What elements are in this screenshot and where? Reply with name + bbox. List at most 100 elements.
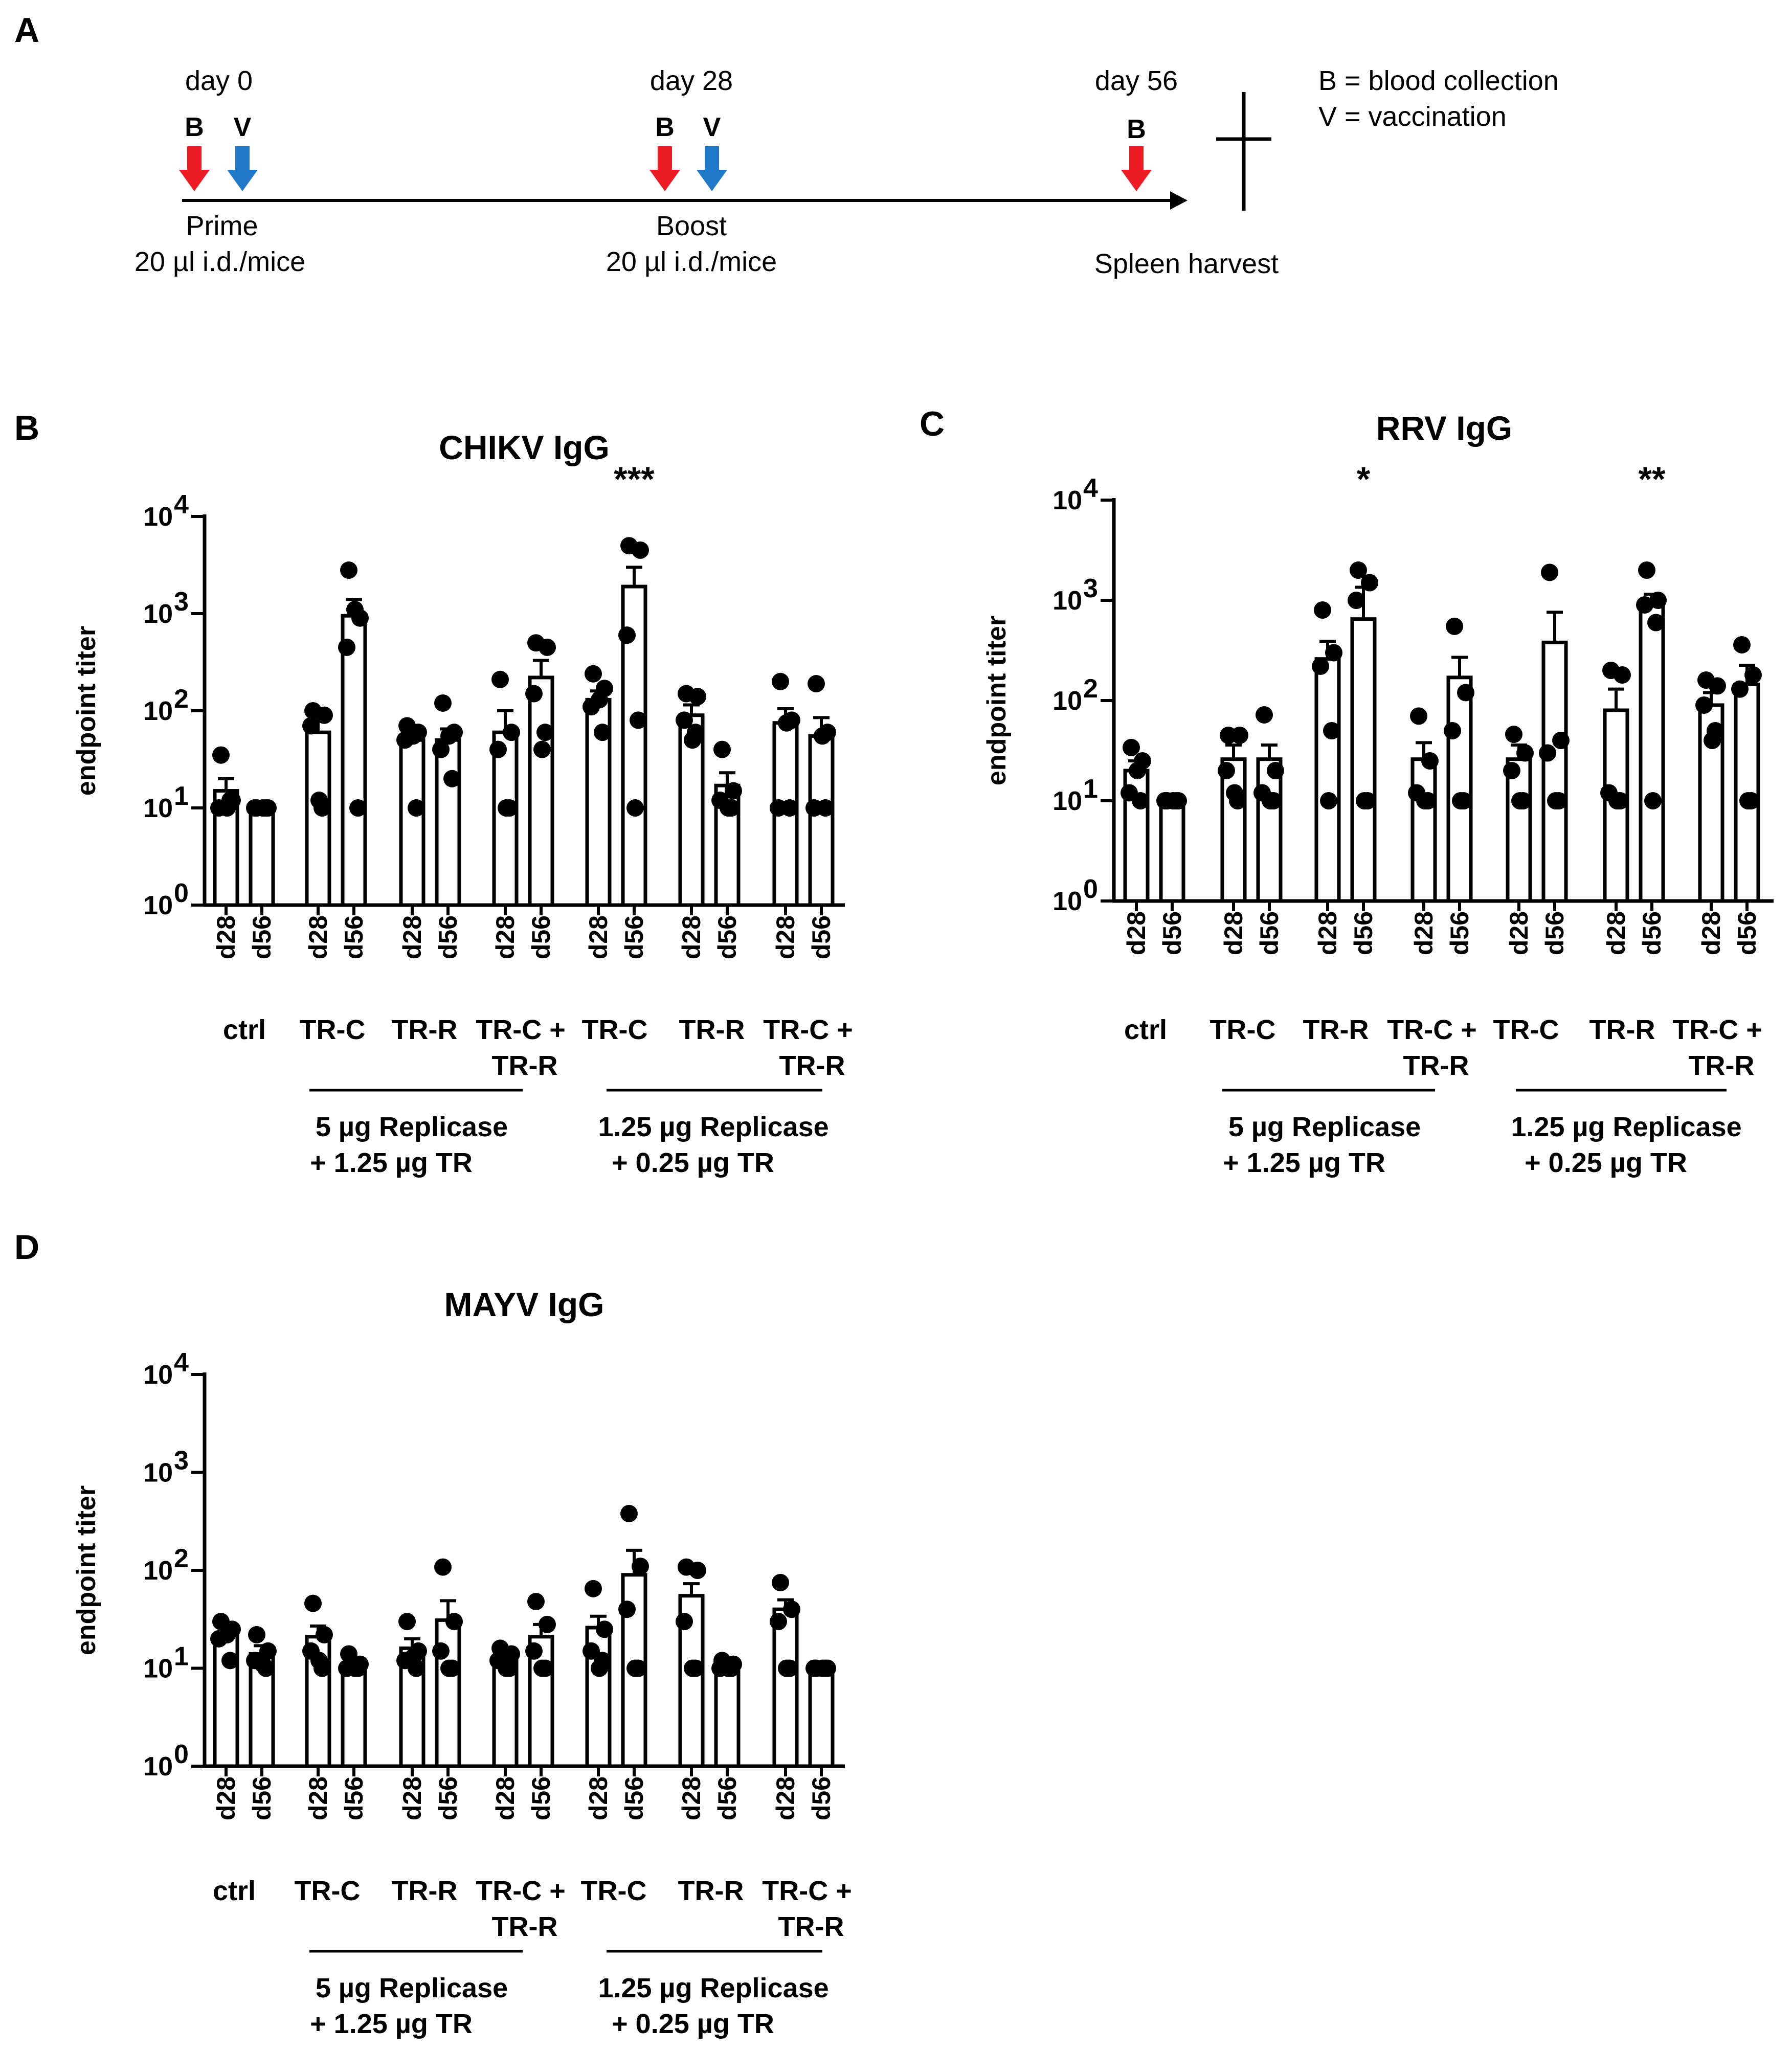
group-label: TR-C	[1210, 1015, 1276, 1045]
bar	[1639, 598, 1665, 903]
condition-label: + 1.25 µg TR	[310, 2009, 473, 2039]
data-point	[626, 1659, 644, 1677]
data-point	[1312, 657, 1329, 675]
y-tick-label: 10	[143, 1556, 173, 1586]
data-point	[1704, 731, 1721, 749]
data-point	[1505, 726, 1522, 743]
group-label: TR-R	[779, 1050, 845, 1081]
data-point	[408, 799, 425, 817]
data-point	[1503, 761, 1520, 779]
y-tick-label: 10	[143, 1654, 173, 1684]
condition-label: 5 µg Replicase	[1228, 1112, 1421, 1142]
y-tick-exponent: 3	[1083, 574, 1098, 603]
data-point	[316, 706, 333, 724]
data-point	[1361, 574, 1378, 592]
panel-label-b: B	[14, 409, 39, 447]
data-point	[713, 740, 731, 758]
data-point	[1231, 726, 1248, 744]
x-tick-label: d56	[1638, 911, 1666, 955]
data-point	[626, 799, 644, 817]
data-point	[720, 1659, 737, 1677]
bar	[1446, 675, 1473, 903]
y-tick-exponent: 0	[1083, 874, 1098, 904]
y-tick-exponent: 1	[1083, 774, 1098, 804]
x-tick-label: d28	[212, 1776, 240, 1820]
chart-title: CHIKV IgG	[439, 429, 610, 466]
bar	[1220, 757, 1247, 903]
data-point	[1410, 707, 1427, 725]
group-label: TR-R	[1403, 1050, 1469, 1081]
data-point	[1649, 592, 1667, 609]
group-label: TR-R	[492, 1911, 558, 1942]
blood-marker-label-0: B	[185, 112, 204, 142]
blood-arrow-icon	[1121, 146, 1152, 191]
x-tick-label: d28	[491, 915, 520, 959]
data-point	[491, 670, 509, 688]
y-tick-exponent: 2	[1083, 674, 1098, 704]
data-point	[1539, 744, 1556, 762]
x-tick-label: d28	[212, 915, 240, 959]
bar	[435, 1618, 461, 1768]
event-boost-detail: 20 µl i.d./mice	[606, 246, 777, 277]
bar	[808, 734, 835, 907]
x-tick-label: d56	[1540, 911, 1569, 955]
group-label: TR-C +	[1672, 1015, 1762, 1045]
x-tick-label: d28	[1602, 911, 1630, 955]
x-tick-label: d28	[584, 1776, 613, 1820]
data-point	[1647, 614, 1665, 632]
y-tick-label: 10	[1052, 686, 1082, 716]
data-point	[218, 799, 236, 817]
data-point	[1608, 792, 1626, 809]
y-tick-exponent: 1	[174, 781, 189, 811]
y-tick-exponent: 0	[174, 1740, 189, 1769]
x-tick-label: d56	[1445, 911, 1474, 955]
data-point	[304, 1594, 322, 1612]
x-tick-label: d56	[527, 1776, 555, 1820]
group-label: TR-R	[392, 1876, 458, 1906]
data-point	[254, 1655, 272, 1673]
y-tick-label: 10	[1052, 887, 1082, 916]
y-tick-exponent: 2	[174, 1544, 189, 1573]
condition-label: + 0.25 µg TR	[612, 2009, 774, 2039]
condition-label: 5 µg Replicase	[316, 1112, 508, 1142]
data-point	[814, 727, 831, 745]
y-tick-exponent: 3	[174, 587, 189, 617]
group-label: TR-C +	[476, 1876, 566, 1906]
y-tick-label: 10	[143, 1752, 173, 1782]
x-tick-label: d28	[677, 915, 706, 959]
data-point	[591, 691, 608, 709]
data-point	[443, 770, 461, 787]
data-point	[781, 799, 798, 817]
data-point	[1421, 752, 1439, 770]
data-point	[689, 688, 706, 706]
x-tick-label: d28	[1697, 911, 1726, 955]
x-tick-label: d56	[1733, 911, 1761, 955]
data-point	[434, 1558, 452, 1576]
data-point	[1256, 706, 1273, 724]
group-label: TR-R	[1303, 1015, 1369, 1045]
data-point	[632, 1558, 649, 1575]
data-point	[1457, 684, 1474, 702]
data-point	[489, 740, 507, 758]
data-point	[346, 601, 364, 619]
condition-label: + 1.25 µg TR	[1223, 1147, 1385, 1178]
data-point	[221, 1652, 239, 1670]
event-prime: Prime	[186, 211, 258, 241]
data-point	[778, 1659, 795, 1677]
data-point	[1739, 792, 1757, 809]
data-point	[1348, 592, 1365, 609]
data-point	[316, 1626, 333, 1643]
group-label: TR-C +	[1387, 1015, 1477, 1045]
group-label: TR-C +	[476, 1015, 566, 1045]
data-point	[212, 746, 230, 764]
data-point	[676, 711, 693, 729]
data-point	[498, 1659, 515, 1677]
data-point	[1452, 792, 1469, 809]
data-point	[1638, 561, 1655, 579]
data-point	[778, 714, 795, 732]
bar	[772, 1607, 799, 1768]
data-point	[440, 1659, 458, 1677]
